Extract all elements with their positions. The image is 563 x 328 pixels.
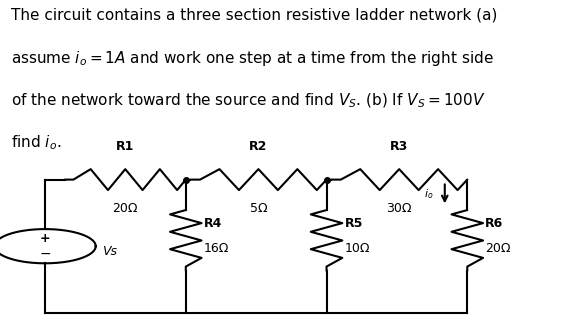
Text: 5Ω: 5Ω bbox=[249, 202, 267, 215]
Text: R2: R2 bbox=[249, 140, 267, 153]
Text: +: + bbox=[40, 232, 50, 245]
Text: 10Ω: 10Ω bbox=[345, 242, 370, 255]
Text: 20Ω: 20Ω bbox=[485, 242, 511, 255]
Text: R1: R1 bbox=[116, 140, 135, 153]
Text: R6: R6 bbox=[485, 217, 503, 230]
Text: The circuit contains a three section resistive ladder network (a): The circuit contains a three section res… bbox=[11, 8, 498, 23]
Text: 30Ω: 30Ω bbox=[386, 202, 412, 215]
Text: find $i_o$.: find $i_o$. bbox=[11, 133, 61, 152]
Text: R3: R3 bbox=[390, 140, 408, 153]
Text: of the network toward the source and find $V_S$. (b) If $V_S = 100V$: of the network toward the source and fin… bbox=[11, 91, 486, 110]
Text: assume $i_o = 1A$ and work one step at a time from the right side: assume $i_o = 1A$ and work one step at a… bbox=[11, 50, 494, 69]
Text: 20Ω: 20Ω bbox=[113, 202, 138, 215]
Text: $i_o$: $i_o$ bbox=[424, 187, 434, 201]
Text: R4: R4 bbox=[204, 217, 222, 230]
Text: R5: R5 bbox=[345, 217, 363, 230]
Text: −: − bbox=[39, 246, 51, 260]
Text: 16Ω: 16Ω bbox=[204, 242, 229, 255]
Text: Vs: Vs bbox=[102, 245, 118, 258]
